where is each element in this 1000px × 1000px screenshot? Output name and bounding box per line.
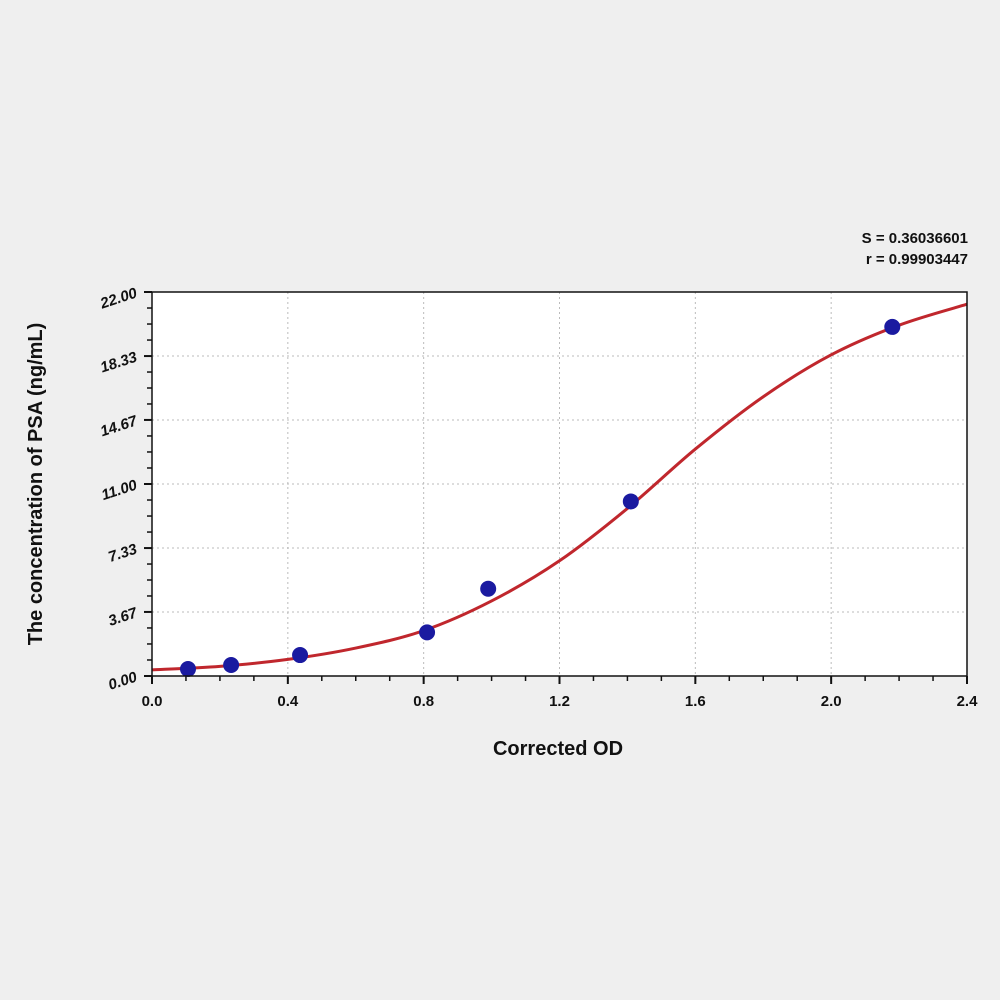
y-tick-label: 14.67 (98, 412, 140, 440)
x-tick-label: 1.2 (549, 693, 570, 710)
data-point (419, 624, 436, 641)
y-tick-label: 3.67 (106, 604, 140, 629)
x-axis-label: Corrected OD (493, 738, 623, 760)
data-point (223, 657, 240, 674)
y-tick-label: 7.33 (106, 540, 140, 565)
data-point (292, 647, 309, 664)
x-tick-label: 2.4 (957, 693, 979, 710)
y-tick-label: 22.00 (97, 284, 140, 312)
y-tick-label: 0.00 (106, 668, 140, 693)
y-axis-label: The concentration of PSA (ng/mL) (25, 323, 47, 646)
x-tick-label: 2.0 (821, 693, 842, 710)
s-annotation: S = 0.36036601 (861, 230, 968, 247)
data-point (884, 318, 901, 335)
plot-border (151, 291, 968, 677)
data-point (179, 661, 196, 678)
x-tick-label: 0.0 (142, 693, 163, 710)
x-tick-label: 0.4 (277, 693, 299, 710)
x-tick-label: 1.6 (685, 693, 706, 710)
x-tick-label: 0.8 (413, 693, 434, 710)
data-point (480, 580, 497, 597)
r-annotation: r = 0.99903447 (865, 251, 968, 268)
data-point (622, 493, 639, 510)
fit-curve (151, 302, 968, 672)
y-tick-label: 11.00 (99, 476, 140, 504)
y-tick-label: 18.33 (98, 348, 140, 376)
